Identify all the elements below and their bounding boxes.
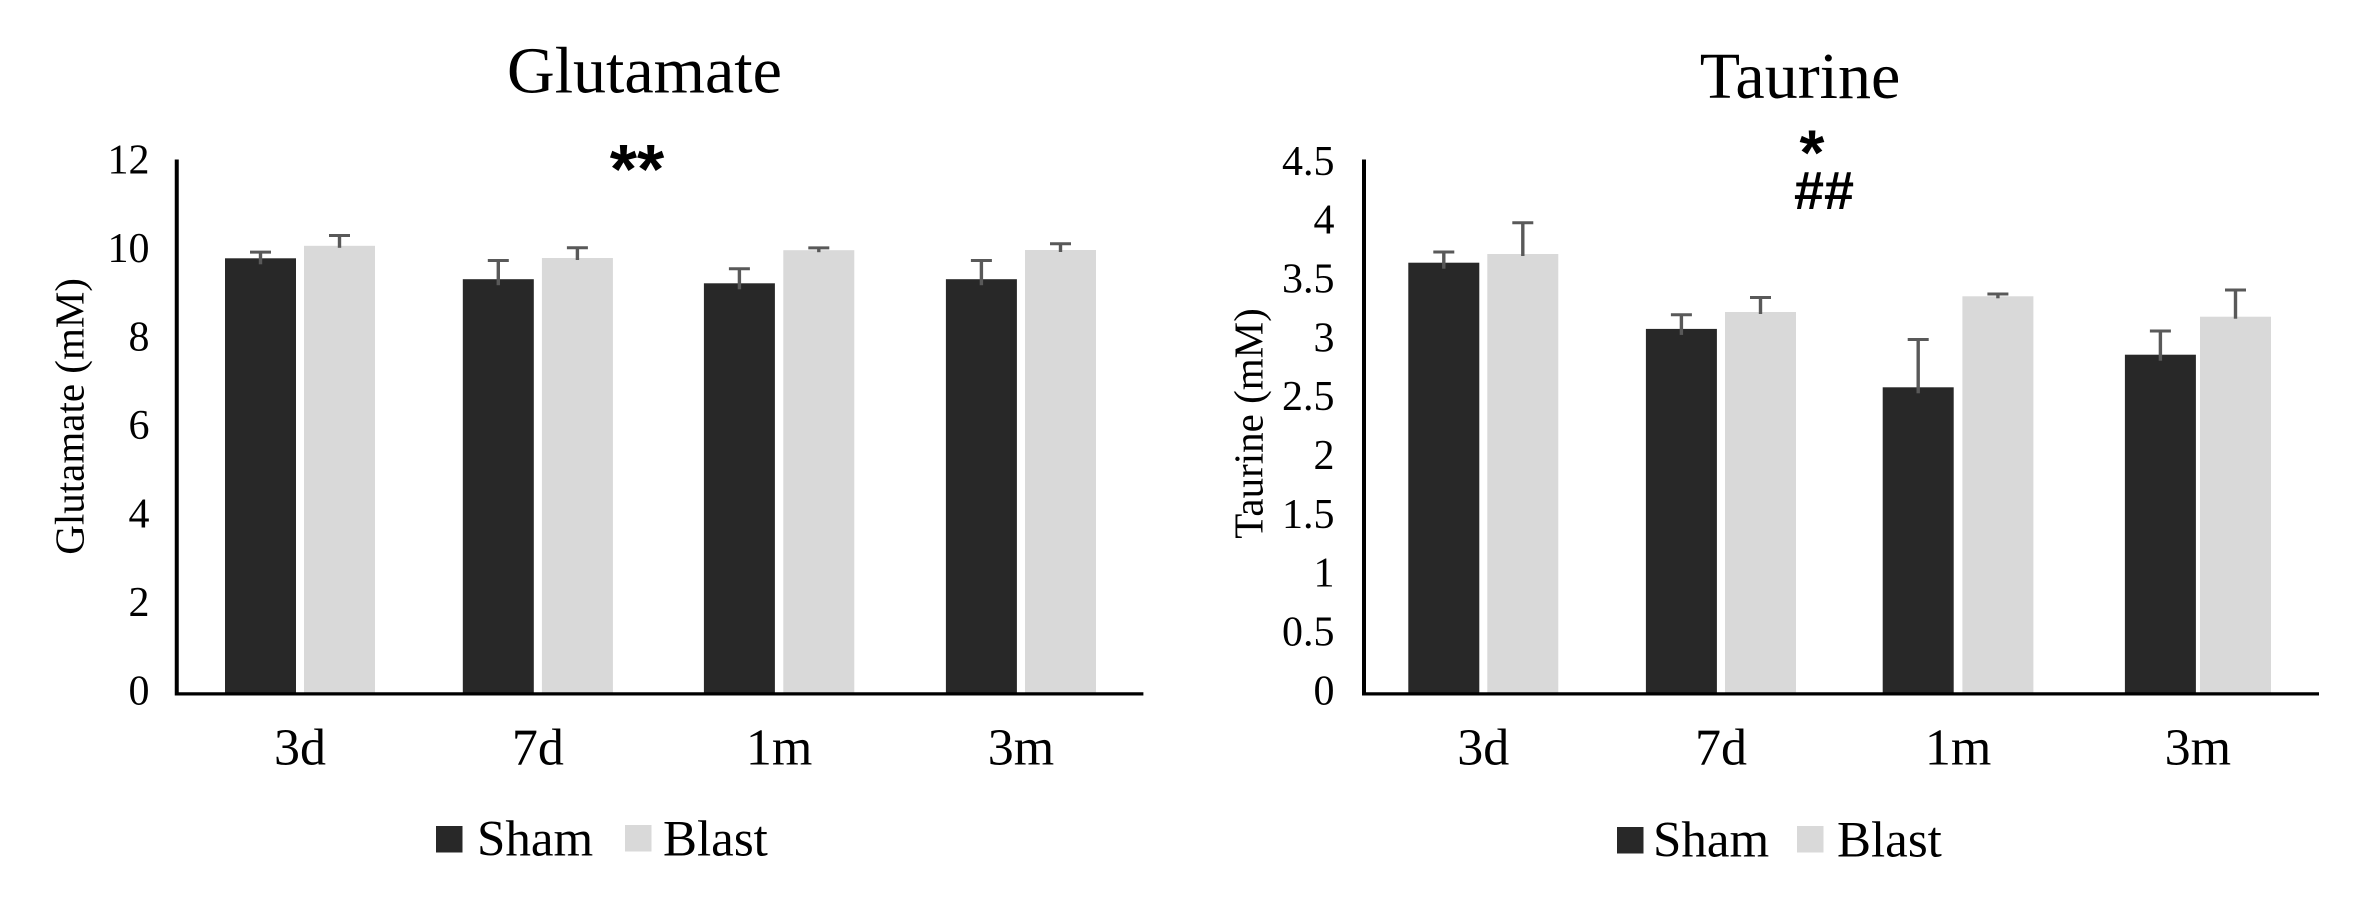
svg-text:Sham: Sham [477, 812, 593, 868]
svg-text:2: 2 [129, 580, 150, 626]
svg-text:Sham: Sham [1653, 813, 1769, 869]
svg-text:2.5: 2.5 [1282, 374, 1335, 420]
svg-text:Glutamate (mM): Glutamate (mM) [47, 278, 93, 555]
svg-text:1m: 1m [746, 720, 812, 777]
svg-text:Glutamate: Glutamate [507, 35, 782, 108]
svg-text:##: ## [1794, 161, 1854, 221]
svg-text:Taurine (mM): Taurine (mM) [1226, 308, 1272, 539]
svg-text:0: 0 [1314, 668, 1335, 714]
svg-text:3d: 3d [1457, 720, 1509, 777]
svg-text:7d: 7d [512, 720, 564, 777]
svg-text:Blast: Blast [1837, 813, 1942, 869]
svg-text:4: 4 [129, 491, 150, 537]
svg-text:1.5: 1.5 [1282, 492, 1335, 538]
svg-text:4.5: 4.5 [1282, 139, 1335, 185]
svg-text:7d: 7d [1695, 720, 1747, 777]
svg-text:8: 8 [129, 314, 150, 360]
svg-text:4: 4 [1314, 198, 1335, 244]
svg-text:Taurine: Taurine [1700, 40, 1901, 113]
svg-text:3m: 3m [988, 720, 1054, 777]
svg-text:**: ** [610, 130, 665, 208]
svg-text:2: 2 [1314, 433, 1335, 479]
svg-text:10: 10 [108, 226, 150, 272]
svg-text:3m: 3m [2165, 720, 2231, 777]
svg-text:1: 1 [1314, 551, 1335, 597]
svg-text:6: 6 [129, 403, 150, 449]
svg-text:*: * [1800, 116, 1825, 188]
svg-text:12: 12 [108, 137, 150, 183]
svg-text:3d: 3d [274, 720, 326, 777]
svg-text:1m: 1m [1925, 720, 1991, 777]
svg-text:0: 0 [129, 668, 150, 714]
svg-text:3: 3 [1314, 315, 1335, 361]
svg-text:3.5: 3.5 [1282, 257, 1335, 303]
svg-text:0.5: 0.5 [1282, 610, 1335, 656]
svg-text:Blast: Blast [663, 812, 768, 868]
